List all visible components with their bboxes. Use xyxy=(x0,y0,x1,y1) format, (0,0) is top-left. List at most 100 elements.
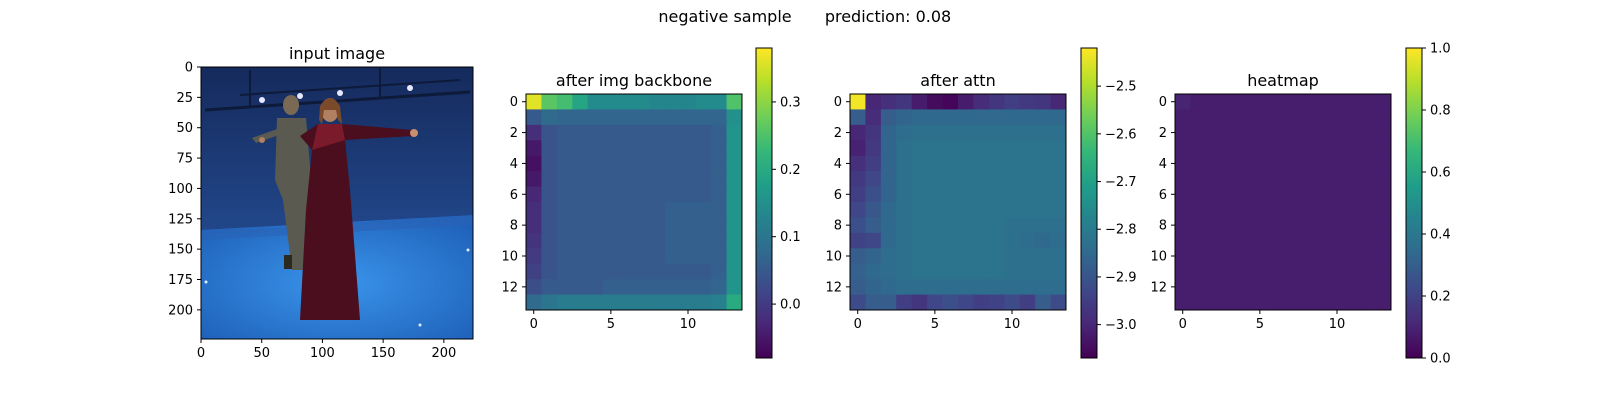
x-axis: 0 5 10 xyxy=(530,310,696,332)
colorbar-frame xyxy=(755,47,773,359)
heatmap-cell xyxy=(1205,202,1222,218)
heatmap-cell xyxy=(1344,109,1361,126)
heatmap-cell xyxy=(1298,186,1315,203)
heatmap-cell xyxy=(942,263,959,280)
heatmap-cell xyxy=(603,202,619,218)
heatmap-cell xyxy=(695,279,712,295)
heatmap-cell xyxy=(988,94,1005,110)
heatmap-cell xyxy=(1190,171,1207,187)
heatmap-cell xyxy=(850,155,866,172)
heatmap-cell xyxy=(1360,109,1376,126)
heatmap-cell xyxy=(1283,248,1299,265)
heatmap-cell xyxy=(958,232,974,249)
heatmap-cell xyxy=(880,124,897,141)
heatmap-cell xyxy=(880,94,897,110)
heatmap-cell xyxy=(958,124,974,141)
heatmap-cell xyxy=(634,109,650,126)
heatmap-cell xyxy=(556,94,573,110)
y-tick-label: 8 xyxy=(510,219,518,234)
heatmap-cell xyxy=(618,202,635,218)
heatmap-cell xyxy=(634,279,650,295)
heatmap-cell xyxy=(1313,232,1330,249)
x-tick-label: 0 xyxy=(197,346,205,361)
heatmap-cell xyxy=(911,263,928,280)
heatmap-cell xyxy=(587,202,604,218)
heatmap-cell xyxy=(911,232,928,249)
heatmap-cell xyxy=(695,124,712,141)
heatmap-cell xyxy=(711,217,727,234)
heatmap-cell xyxy=(556,248,573,265)
heatmap-cell xyxy=(634,232,650,249)
heatmap-cell xyxy=(680,248,697,265)
heatmap-cell xyxy=(1313,248,1330,265)
heatmap-cell xyxy=(1050,140,1067,157)
heatmap-cell xyxy=(1236,171,1253,187)
heatmap-cell xyxy=(1298,109,1315,126)
heatmap-cell xyxy=(1267,232,1284,249)
heatmap-cell xyxy=(556,186,573,203)
heatmap-cell xyxy=(526,124,542,141)
heatmap-cell xyxy=(1175,202,1191,218)
heatmap-cell xyxy=(556,155,573,172)
heatmap-cell xyxy=(634,186,650,203)
heatmap-cell xyxy=(880,202,897,218)
heatmap-cell xyxy=(1313,171,1330,187)
heatmap-cell xyxy=(572,94,589,110)
y-tick-label: 4 xyxy=(834,157,842,172)
heatmap-cell xyxy=(1050,232,1067,249)
heatmap-cell xyxy=(680,140,697,157)
heatmap-cell xyxy=(1283,171,1299,187)
heatmap-cell xyxy=(942,140,959,157)
heatmap-cell xyxy=(1019,294,1036,311)
heatmap-cell xyxy=(634,155,650,172)
heatmap-cell xyxy=(1050,248,1067,265)
heatmap-cell xyxy=(1375,94,1392,110)
heatmap-cell xyxy=(726,140,743,157)
heatmap-cell xyxy=(680,124,697,141)
heatmap-cell xyxy=(880,279,897,295)
heatmap-cell xyxy=(587,124,604,141)
heatmap-cell xyxy=(896,109,913,126)
heatmap-cell xyxy=(556,263,573,280)
heatmap-cell xyxy=(896,202,913,218)
heatmap-cell xyxy=(1190,263,1207,280)
colorbar-frame xyxy=(1405,47,1423,359)
heatmap-cell xyxy=(1252,232,1268,249)
heatmap-cell xyxy=(1050,171,1067,187)
heatmap-cell xyxy=(988,294,1005,311)
heatmap-cell xyxy=(649,140,666,157)
heatmap-cell xyxy=(1035,263,1051,280)
heatmap-cell xyxy=(1205,232,1222,249)
heatmap-cell xyxy=(634,294,650,311)
heatmap-cell xyxy=(1236,232,1253,249)
heatmap-cell xyxy=(556,109,573,126)
heatmap-cell xyxy=(958,202,974,218)
heatmap-cell xyxy=(1004,171,1021,187)
heatmap-cell xyxy=(1329,263,1346,280)
heatmap-cell xyxy=(1205,248,1222,265)
heatmap-cell xyxy=(1205,186,1222,203)
heatmap-cell xyxy=(880,109,897,126)
heatmap-cell xyxy=(1344,124,1361,141)
heatmap-cell xyxy=(1004,279,1021,295)
y-tick-label: 200 xyxy=(168,303,193,318)
heatmap-cell xyxy=(541,202,558,218)
input-photo xyxy=(201,67,473,339)
heatmap-cell xyxy=(1360,202,1376,218)
heatmap-cell xyxy=(850,186,866,203)
heatmap-cell xyxy=(896,171,913,187)
heatmap-cell xyxy=(973,263,990,280)
heatmap-cell xyxy=(1019,124,1036,141)
colorbar-tick-label: 0.1 xyxy=(780,230,801,245)
heatmap-cell xyxy=(541,232,558,249)
heatmap-cell xyxy=(664,186,681,203)
heatmap-cell xyxy=(1360,124,1376,141)
heatmap-cell xyxy=(1375,232,1392,249)
heatmap-cell xyxy=(711,109,727,126)
y-axis: 0 2 4 6 8 10 12 xyxy=(825,95,850,295)
heatmap-cell xyxy=(711,124,727,141)
heatmap-cell xyxy=(618,124,635,141)
heatmap-cell xyxy=(988,248,1005,265)
heatmap-cell xyxy=(680,202,697,218)
heatmap-cell xyxy=(711,171,727,187)
